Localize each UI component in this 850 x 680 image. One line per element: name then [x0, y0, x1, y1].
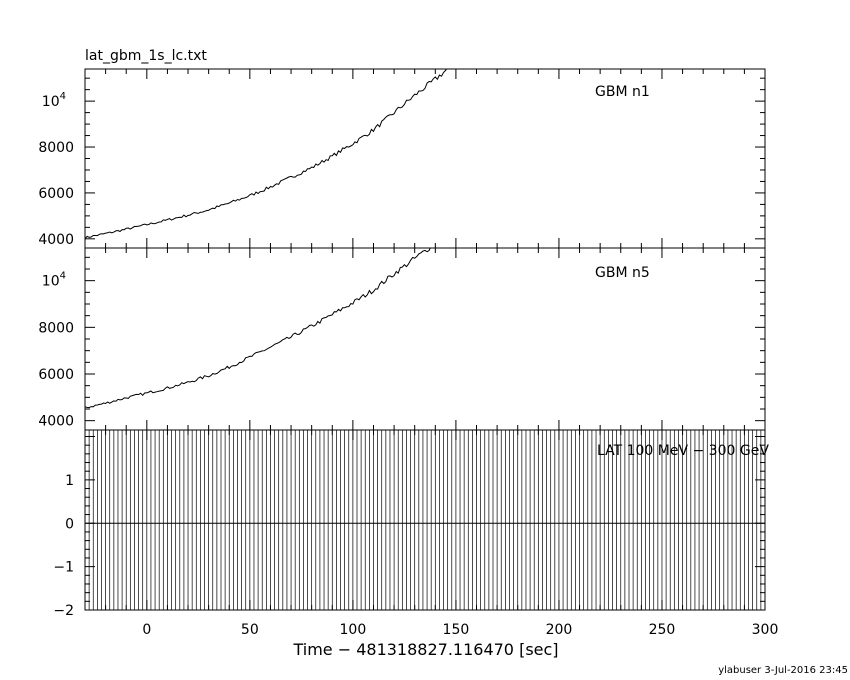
panel-frame — [84, 429, 766, 611]
panel-frame — [84, 247, 766, 431]
panel-label: GBM n1 — [595, 84, 650, 100]
x-tick-label: 100 — [340, 622, 367, 638]
x-axis-label: Time − 481318827.116470 [sec] — [292, 640, 558, 659]
series-line — [85, 248, 431, 409]
panel-label: GBM n5 — [595, 265, 650, 281]
series-line — [85, 69, 448, 240]
y-tick-label: 4000 — [38, 232, 74, 248]
y-tick-label: −1 — [53, 560, 74, 576]
y-tick-label: 6000 — [38, 367, 74, 383]
lat-hatch — [85, 430, 765, 610]
y-tick-label: 1 — [65, 473, 74, 489]
panels: 4000 6000 8000 104 GBM n1 4000 6000 8000 104 GBM … — [38, 68, 779, 638]
x-tick-label: 0 — [142, 622, 151, 638]
x-tick-label: 150 — [443, 622, 470, 638]
y-tick-label: −2 — [53, 603, 74, 619]
panel-label: LAT 100 MeV − 300 GeV — [597, 443, 769, 459]
footer-stamp: ylabuser 3-Jul-2016 23:45 — [718, 665, 848, 676]
x-tick-label: 200 — [546, 622, 573, 638]
x-tick-label: 50 — [241, 622, 259, 638]
y-tick-label: 0 — [65, 516, 74, 532]
y-tick-label: 4000 — [38, 414, 74, 430]
file-title: lat_gbm_1s_lc.txt — [85, 48, 207, 64]
x-tick-label: 300 — [752, 622, 779, 638]
panel-frame — [84, 68, 766, 249]
y-tick-label: 104 — [42, 91, 66, 110]
y-tick-label: 104 — [42, 271, 66, 290]
y-tick-label: 6000 — [38, 186, 74, 202]
x-tick-label: 250 — [649, 622, 676, 638]
y-tick-label: 8000 — [38, 140, 74, 156]
y-tick-label: 8000 — [38, 320, 74, 336]
